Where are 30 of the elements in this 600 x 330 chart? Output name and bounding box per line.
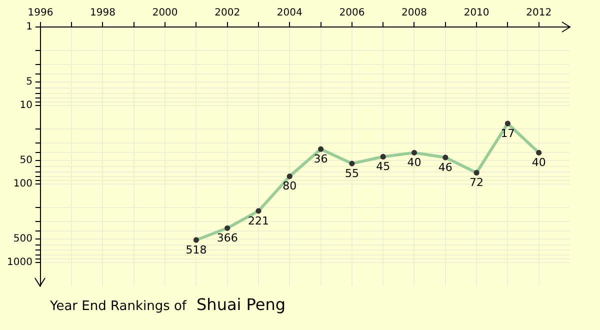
data-label: 55 <box>344 166 359 180</box>
data-label: 518 <box>186 243 207 256</box>
y-tick-label: 10 <box>20 100 32 112</box>
x-tick-label: 1996 <box>28 8 54 19</box>
x-tick-label: 2002 <box>214 8 240 19</box>
x-tick-label: 2000 <box>152 8 178 19</box>
x-tick-label: 1998 <box>90 8 116 19</box>
y-tick-label: 50 <box>20 154 32 166</box>
data-label: 45 <box>376 160 390 174</box>
data-label: 40 <box>407 156 422 170</box>
text: Shuai Peng <box>196 295 286 314</box>
data-label: 221 <box>248 214 269 228</box>
data-label: 46 <box>438 160 452 174</box>
data-label: 366 <box>216 231 238 244</box>
y-tick-label: 500 <box>13 233 32 244</box>
y-tick-label: 100 <box>13 178 32 190</box>
x-tick-label: 2006 <box>339 8 365 19</box>
y-tick-label: 5 <box>26 76 32 88</box>
data-label: 80 <box>282 180 297 193</box>
text: Year End Rankings of <box>50 299 187 314</box>
data-label: 40 <box>532 156 546 170</box>
y-tick-label: 1000 <box>6 256 32 268</box>
data-label: 36 <box>314 152 328 166</box>
x-tick-label: 2008 <box>402 8 427 19</box>
x-tick-label: 2004 <box>276 8 302 19</box>
data-label: 72 <box>470 176 484 190</box>
data-label: 17 <box>500 126 515 140</box>
x-tick-label: 2012 <box>526 8 552 19</box>
x-tick-label: 2010 <box>464 8 490 19</box>
y-tick-label: 1 <box>26 22 32 33</box>
